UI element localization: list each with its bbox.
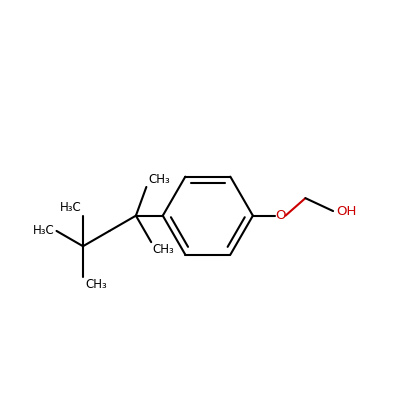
Text: O: O — [275, 209, 286, 222]
Text: OH: OH — [336, 204, 356, 218]
Text: CH₃: CH₃ — [148, 173, 170, 186]
Text: CH₃: CH₃ — [153, 243, 174, 256]
Text: H₃C: H₃C — [33, 224, 55, 238]
Text: CH₃: CH₃ — [85, 278, 107, 291]
Text: H₃C: H₃C — [60, 202, 82, 214]
